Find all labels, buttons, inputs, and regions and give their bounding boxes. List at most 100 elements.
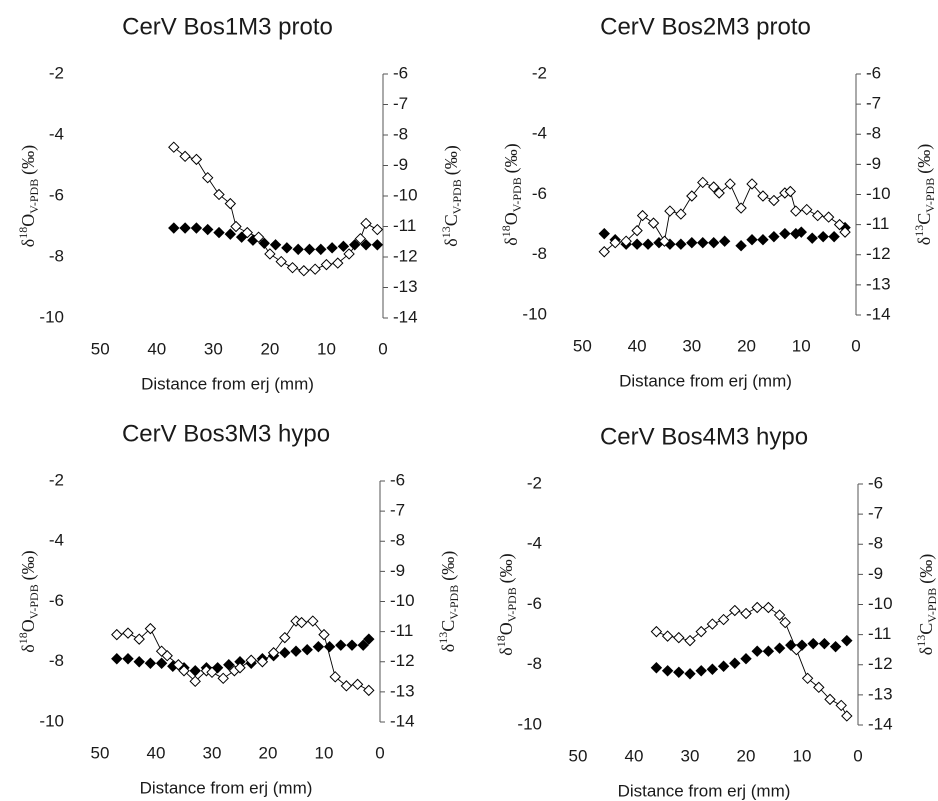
x-tick-label: 10: [315, 743, 334, 762]
open-diamond-marker: [241, 226, 253, 239]
y2-tick-label: -11: [866, 214, 889, 233]
panel: CerV Bos2M3 proto Distance from erj (mm) δ…: [499, 13, 937, 390]
y-tick-label: -10: [522, 304, 547, 323]
open-diamond-marker: [650, 625, 663, 638]
x-axis-label: Distance from erj (mm): [618, 781, 791, 800]
label-isotope: 18: [494, 635, 508, 647]
filled-diamond-marker: [190, 222, 203, 234]
x-tick-label: 30: [204, 339, 223, 358]
open-diamond-marker: [813, 681, 825, 694]
label-isotope: 13: [912, 225, 926, 237]
x-tick-label: 20: [259, 743, 278, 762]
x-tick-label: 10: [793, 746, 812, 765]
filled-diamond-marker: [357, 639, 369, 651]
y-tick-label: -8: [49, 651, 64, 670]
open-diamond-marker: [264, 248, 276, 260]
open-diamond-marker: [822, 211, 835, 223]
y2-tick-label: -8: [393, 124, 408, 143]
open-diamond-marker: [675, 208, 687, 220]
label-unit: (‰): [18, 550, 39, 580]
open-diamond-marker: [757, 190, 769, 202]
y-tick-label: -2: [527, 473, 542, 492]
filled-diamond-marker: [807, 637, 819, 650]
label-element: O: [18, 214, 38, 227]
open-diamond-marker: [729, 604, 741, 617]
x-tick-label: 40: [625, 746, 644, 765]
y2-tick-label: -6: [866, 63, 881, 82]
open-diamond-marker: [673, 631, 685, 644]
open-diamond-marker: [811, 209, 824, 222]
open-diamond-marker: [206, 666, 218, 679]
y-tick-label: -6: [49, 591, 64, 610]
filled-diamond-marker: [598, 227, 610, 240]
filled-diamond-marker: [795, 226, 807, 238]
x-tick-label: 20: [260, 339, 279, 358]
open-diamond-marker: [267, 647, 280, 659]
open-diamond-marker: [275, 255, 287, 268]
open-diamond-marker: [332, 257, 344, 269]
y2-tick-label: -9: [866, 154, 881, 173]
label-isotope: 13: [914, 635, 928, 647]
open-diamond-marker: [636, 209, 649, 222]
open-diamond-marker: [286, 261, 299, 274]
open-diamond-marker: [354, 232, 367, 245]
open-diamond-marker: [598, 246, 610, 258]
open-diamond-marker: [329, 671, 341, 683]
filled-diamond-marker: [315, 243, 327, 256]
y-tick-label: -4: [49, 124, 64, 143]
y2-tick-label: -9: [393, 155, 408, 174]
y2-tick-label: -13: [393, 277, 418, 296]
filled-diamond-marker: [155, 657, 168, 669]
y2-tick-label: -9: [390, 561, 405, 580]
open-diamond-marker: [697, 176, 709, 189]
filled-diamond-marker: [773, 642, 786, 654]
filled-diamond-marker: [258, 237, 270, 249]
filled-diamond-marker: [684, 668, 696, 680]
open-diamond-marker: [833, 218, 846, 231]
filled-diamond-marker: [729, 657, 741, 669]
y2-tick-label: -14: [868, 714, 893, 733]
filled-diamond-marker: [829, 640, 842, 653]
filled-diamond-marker: [708, 236, 720, 249]
filled-diamond-marker: [762, 645, 775, 657]
y-tick-label: -6: [49, 185, 64, 204]
open-diamond-marker: [363, 684, 375, 697]
series-line: [116, 620, 370, 691]
open-diamond-marker: [835, 699, 847, 712]
y-tick-label: -8: [532, 244, 547, 263]
filled-diamond-marker: [122, 653, 134, 665]
label-unit: (‰): [496, 553, 517, 583]
label-element: C: [916, 623, 936, 635]
open-diamond-marker: [658, 235, 671, 247]
label-element: O: [501, 212, 521, 225]
open-diamond-marker: [178, 665, 190, 677]
x-tick-label: 10: [792, 336, 811, 355]
open-diamond-marker: [708, 181, 720, 193]
label-isotope: 18: [16, 632, 30, 644]
filled-diamond-marker: [168, 222, 180, 234]
open-diamond-marker: [684, 634, 696, 647]
filled-diamond-marker: [360, 239, 372, 251]
filled-diamond-marker: [213, 226, 225, 239]
filled-diamond-marker: [718, 235, 731, 247]
open-diamond-marker: [801, 203, 813, 216]
filled-diamond-marker: [290, 645, 302, 657]
y-tick-label: -8: [49, 246, 64, 265]
y-tick-label: -2: [49, 470, 64, 489]
label-element: O: [18, 619, 38, 632]
y-tick-label: -10: [39, 711, 64, 730]
open-diamond-marker: [631, 224, 643, 237]
filled-diamond-marker: [335, 639, 347, 651]
filled-diamond-marker: [751, 645, 763, 657]
filled-diamond-marker: [757, 233, 769, 246]
axis-label: δ18OV-PDB (‰): [499, 143, 524, 245]
open-diamond-marker: [343, 248, 355, 260]
label-standard: V-PDB: [27, 584, 41, 619]
open-diamond-marker: [351, 678, 364, 691]
label-isotope: 18: [16, 227, 30, 239]
label-standard: V-PDB: [447, 585, 461, 620]
open-diamond-marker: [620, 235, 632, 247]
x-tick-label: 50: [91, 743, 110, 762]
y2-tick-label: -12: [393, 246, 418, 265]
open-diamond-marker: [784, 185, 797, 198]
